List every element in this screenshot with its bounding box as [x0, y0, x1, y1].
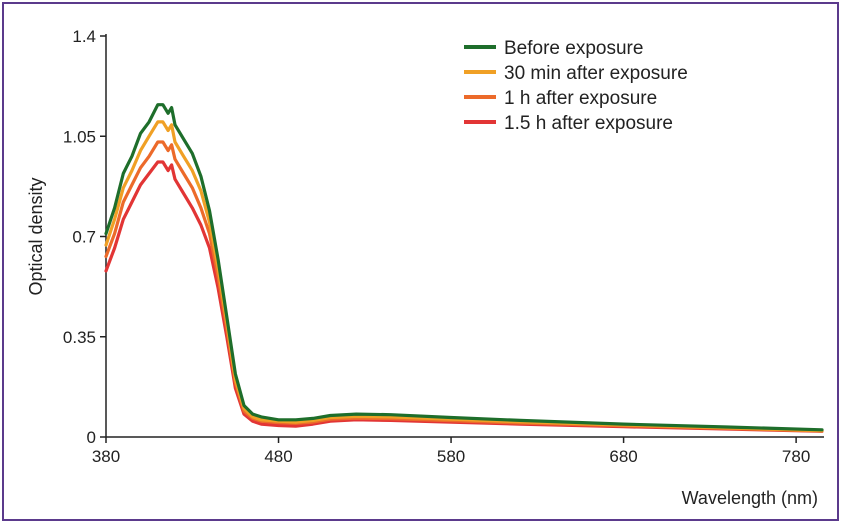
x-axis-label: Wavelength (nm): [682, 488, 818, 508]
y-axis-label: Optical density: [26, 177, 46, 295]
legend-label-1-h-after-exposure: 1 h after exposure: [504, 88, 657, 109]
x-tick-label: 480: [264, 447, 292, 466]
series-line-before-exposure: [104, 103, 824, 432]
y-tick-label: 0.7: [72, 228, 96, 247]
series-line-1-h-after-exposure: [104, 140, 824, 433]
y-tick-label: 0: [87, 428, 96, 447]
legend-label-30-min-after-exposure: 30 min after exposure: [504, 63, 688, 84]
y-tick-label: 1.05: [63, 127, 96, 146]
x-tick-label: 380: [92, 447, 120, 466]
y-tick-label: 0.35: [63, 328, 96, 347]
y-tick-label: 1.4: [72, 27, 96, 46]
x-tick-label: 580: [437, 447, 465, 466]
series-line-30-min-after-exposure: [104, 120, 824, 433]
series-line-1-5-h-after-exposure: [104, 160, 824, 433]
axes: 0 0.35 0.7 1.05 1.4 380 480 580 680 780: [63, 27, 824, 466]
series-layer: [104, 103, 824, 433]
legend-label-1-5-h-after-exposure: 1.5 h after exposure: [504, 113, 673, 134]
legend-label-before-exposure: Before exposure: [504, 38, 643, 59]
x-tick-label: 780: [782, 447, 810, 466]
chart-frame: [2, 2, 839, 521]
legend: Before exposure 30 min after exposure 1 h …: [464, 38, 688, 134]
x-tick-label: 680: [609, 447, 637, 466]
